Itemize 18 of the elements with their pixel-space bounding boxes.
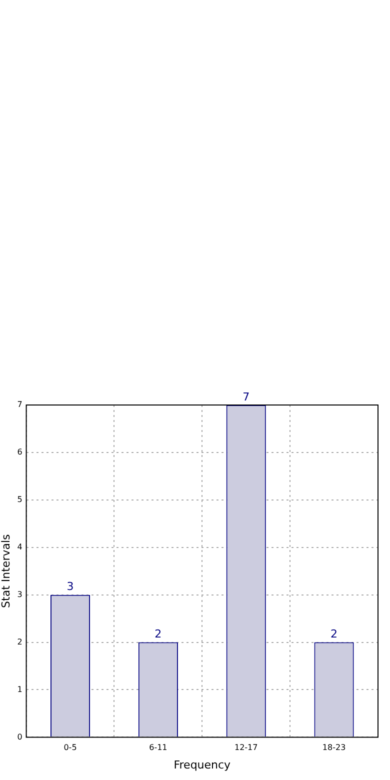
data-label: 3 <box>66 580 74 594</box>
x-axis-title: Frequency <box>174 758 232 772</box>
x-tick-label: 0-5 <box>64 743 77 752</box>
y-tick-label: 7 <box>17 400 22 410</box>
data-label: 7 <box>242 390 250 404</box>
x-tick-label: 18-23 <box>322 743 346 752</box>
x-tick-label: 6-11 <box>149 743 168 752</box>
y-tick-label: 2 <box>17 637 22 646</box>
y-tick-label: 4 <box>17 542 22 552</box>
y-tick-label: 3 <box>17 590 22 599</box>
data-label: 2 <box>154 628 162 641</box>
y-tick-label: 0 <box>17 732 22 742</box>
x-tick-label: 12-17 <box>234 743 258 752</box>
y-tick-label: 1 <box>17 684 22 694</box>
y-tick-label: 6 <box>17 448 22 457</box>
data-label: 2 <box>330 628 338 641</box>
y-tick-label: 5 <box>17 494 22 504</box>
y-axis-title: Stat Intervals <box>0 534 12 608</box>
